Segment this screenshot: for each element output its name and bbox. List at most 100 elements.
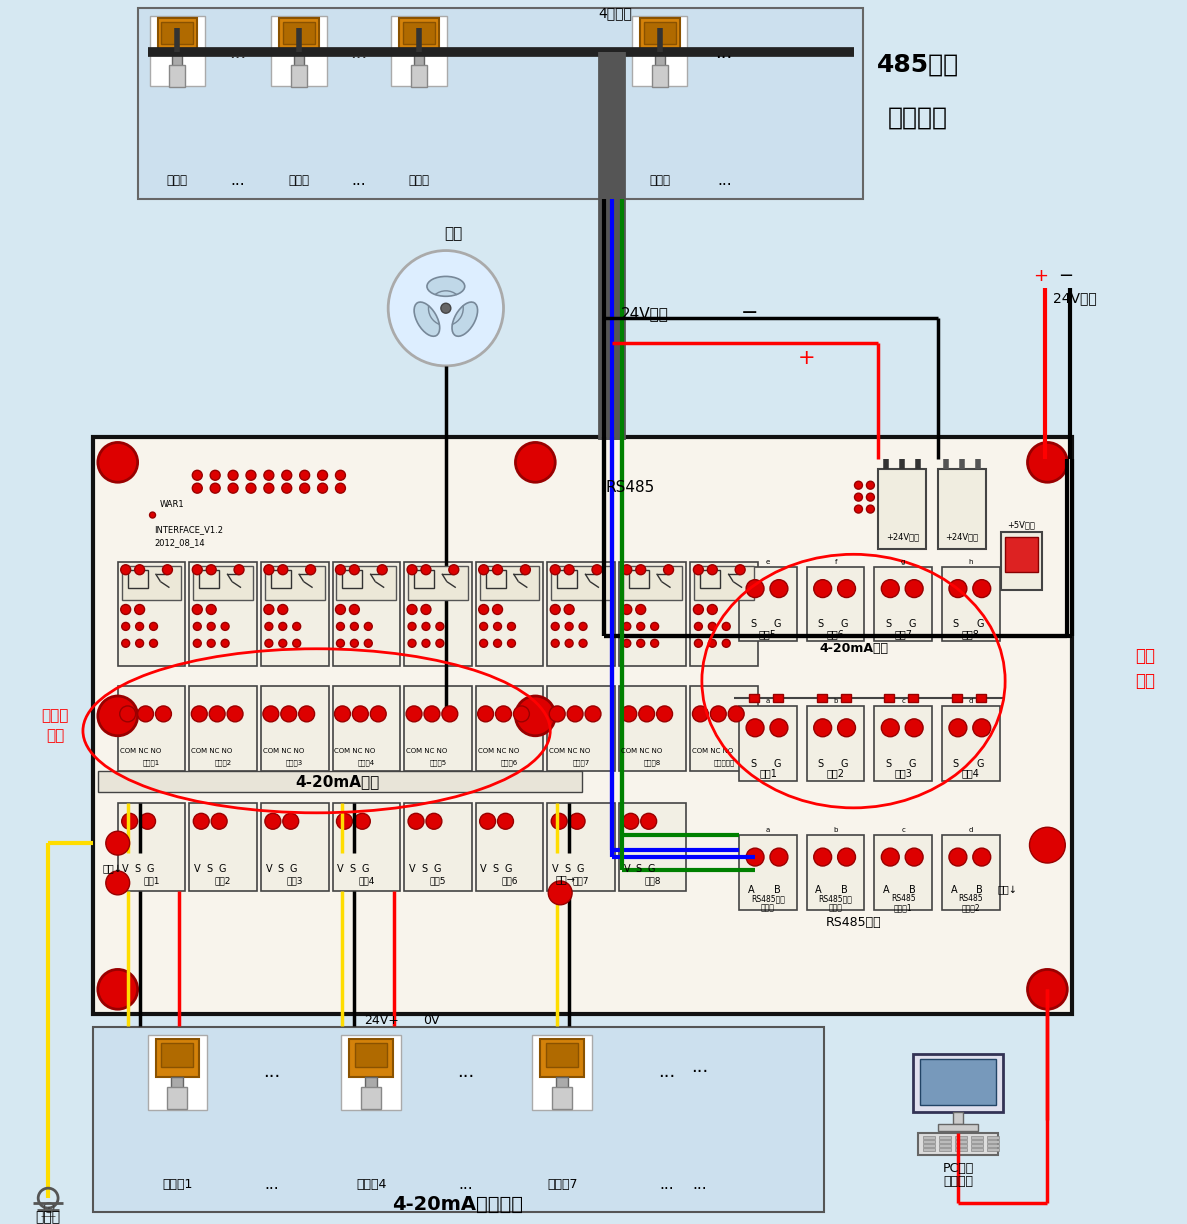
Circle shape [515, 442, 556, 482]
Circle shape [867, 493, 875, 501]
Text: G: G [976, 619, 984, 629]
Bar [938, 1124, 978, 1131]
Text: G: G [504, 864, 513, 874]
Bar [953, 1111, 963, 1124]
Text: V: V [337, 864, 344, 874]
Bar [532, 1036, 592, 1110]
Circle shape [636, 605, 646, 614]
Circle shape [564, 605, 575, 614]
Circle shape [814, 848, 832, 867]
Text: G: G [218, 864, 226, 874]
Text: RS485: RS485 [959, 895, 983, 903]
Circle shape [948, 718, 967, 737]
Bar [283, 22, 315, 44]
Text: 输出5: 输出5 [758, 629, 777, 639]
Circle shape [336, 605, 345, 614]
Circle shape [424, 706, 440, 722]
Text: 接地线: 接地线 [36, 1211, 61, 1224]
Bar [193, 565, 253, 600]
Circle shape [350, 639, 358, 647]
Bar [332, 687, 400, 771]
Text: B: B [977, 885, 983, 895]
Bar [918, 1133, 998, 1155]
Text: 输出4: 输出4 [961, 769, 979, 778]
Circle shape [440, 304, 451, 313]
Bar [172, 53, 183, 67]
Text: 继电器7: 继电器7 [572, 759, 590, 766]
Circle shape [192, 483, 202, 493]
Text: RS485输出: RS485输出 [819, 895, 852, 903]
Circle shape [192, 470, 202, 480]
Text: V: V [623, 864, 630, 874]
Text: 上联口: 上联口 [829, 903, 843, 912]
Circle shape [881, 580, 900, 597]
Text: 现场设备: 现场设备 [888, 105, 948, 130]
Text: S: S [750, 759, 756, 769]
Circle shape [436, 623, 444, 630]
Bar [913, 1054, 1003, 1111]
Text: S: S [207, 864, 212, 874]
Bar [150, 16, 205, 86]
Circle shape [134, 564, 145, 575]
Bar [265, 565, 324, 600]
Circle shape [336, 639, 344, 647]
Circle shape [881, 848, 900, 867]
Circle shape [228, 483, 239, 493]
Text: 4-20mA现场设备: 4-20mA现场设备 [392, 1195, 523, 1213]
Text: G: G [840, 619, 849, 629]
Bar [840, 694, 851, 701]
Bar [691, 562, 758, 666]
Circle shape [207, 564, 216, 575]
Circle shape [867, 481, 875, 490]
Circle shape [493, 564, 502, 575]
Circle shape [551, 564, 560, 575]
Bar [749, 694, 758, 701]
Text: B: B [842, 885, 848, 895]
Bar [547, 562, 615, 666]
Bar [118, 803, 185, 891]
Circle shape [906, 580, 923, 597]
Text: 4-20mA输出: 4-20mA输出 [819, 641, 888, 655]
Bar [189, 803, 256, 891]
Bar [923, 1148, 935, 1152]
Circle shape [508, 639, 515, 647]
Bar [1001, 532, 1042, 590]
Circle shape [364, 639, 373, 647]
Bar [923, 1141, 935, 1143]
Circle shape [480, 623, 488, 630]
Circle shape [567, 706, 583, 722]
Circle shape [948, 848, 967, 867]
Circle shape [192, 564, 202, 575]
Text: d: d [969, 698, 973, 704]
Circle shape [293, 623, 300, 630]
Circle shape [336, 623, 344, 630]
Bar [342, 569, 362, 588]
Bar [332, 803, 400, 891]
Circle shape [163, 564, 172, 575]
Circle shape [407, 605, 417, 614]
Text: 4-20mA输入: 4-20mA输入 [296, 774, 380, 789]
Text: a: a [766, 698, 770, 704]
Circle shape [579, 623, 588, 630]
Text: 输出6: 输出6 [826, 629, 844, 639]
Circle shape [279, 639, 287, 647]
Circle shape [262, 706, 279, 722]
Text: S: S [349, 864, 355, 874]
Bar [971, 1141, 983, 1143]
Circle shape [120, 706, 135, 722]
Circle shape [867, 506, 875, 513]
Bar [171, 1077, 183, 1088]
Circle shape [585, 706, 601, 722]
Bar [547, 803, 615, 891]
Text: S: S [278, 864, 284, 874]
Bar [161, 1043, 193, 1067]
Text: 4芯线缆: 4芯线缆 [598, 6, 631, 20]
Bar [740, 835, 796, 909]
Text: 继电器5: 继电器5 [430, 759, 446, 766]
Bar [954, 1148, 967, 1152]
Text: +24V输出: +24V输出 [886, 532, 919, 541]
Text: 输入7: 输入7 [573, 876, 589, 885]
Bar [261, 562, 329, 666]
Bar [691, 687, 758, 771]
Bar [392, 16, 446, 86]
